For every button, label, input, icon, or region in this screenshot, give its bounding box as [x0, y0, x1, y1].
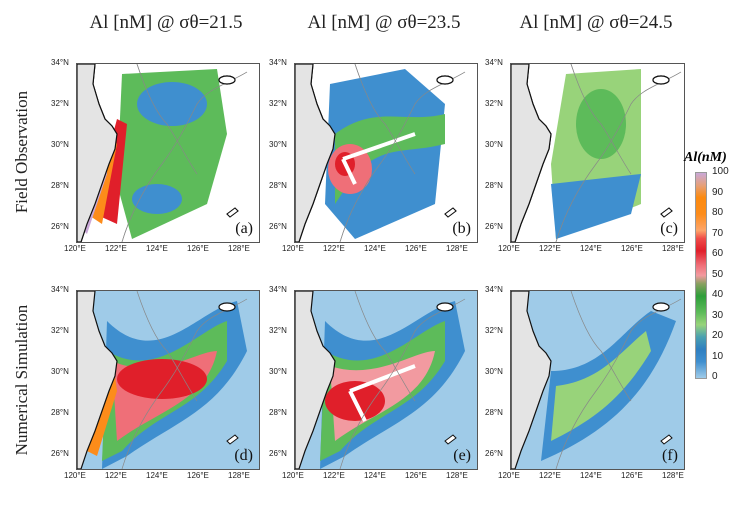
lon-tick-label: 126°E — [405, 471, 427, 480]
colorbar-tick: 80 — [712, 207, 724, 218]
lon-tick-label: 120°E — [64, 471, 86, 480]
lat-tick-label: 32°N — [269, 326, 287, 335]
map-panel-e: (e) — [294, 290, 478, 470]
lat-tick-label: 34°N — [485, 285, 503, 294]
lat-tick-label: 32°N — [51, 326, 69, 335]
lat-tick-label: 32°N — [485, 326, 503, 335]
lat-tick-label: 28°N — [51, 181, 69, 190]
title-sigma-24-5: Al [nM] @ σθ=24.5 — [519, 12, 673, 33]
lon-tick-label: 128°E — [662, 244, 684, 253]
panel-label: (c) — [660, 220, 678, 237]
lat-tick-label: 30°N — [485, 140, 503, 149]
lon-tick-label: 124°E — [364, 244, 386, 253]
lon-tick-label: 124°E — [146, 471, 168, 480]
lat-tick-label: 32°N — [51, 99, 69, 108]
colorbar-tick: 90 — [712, 186, 724, 198]
colorbar-tick: 20 — [712, 330, 724, 341]
colorbar — [695, 172, 707, 379]
lat-tick-label: 26°N — [269, 222, 287, 231]
lon-tick-label: 128°E — [446, 471, 468, 480]
lat-tick-label: 26°N — [269, 449, 287, 458]
lon-tick-label: 120°E — [282, 471, 304, 480]
lon-tick-label: 120°E — [498, 244, 520, 253]
lat-tick-label: 30°N — [51, 140, 69, 149]
lon-tick-label: 126°E — [621, 471, 643, 480]
lon-tick-label: 120°E — [282, 244, 304, 253]
lon-tick-label: 122°E — [323, 471, 345, 480]
map-panel-f: (f) — [510, 290, 685, 470]
colorbar-tick: 70 — [712, 227, 724, 239]
colorbar-tick: 0 — [712, 371, 718, 382]
lat-tick-label: 26°N — [51, 449, 69, 458]
lat-tick-label: 30°N — [51, 367, 69, 376]
lat-tick-label: 28°N — [51, 408, 69, 417]
lon-tick-label: 124°E — [364, 471, 386, 480]
lon-tick-label: 120°E — [498, 471, 520, 480]
row-label-simulation: Numerical Simulation — [12, 304, 31, 456]
title-sigma-23-5: Al [nM] @ σθ=23.5 — [307, 12, 461, 33]
lon-tick-label: 126°E — [621, 244, 643, 253]
lon-tick-label: 128°E — [228, 471, 250, 480]
map-panel-a: (a) — [76, 63, 260, 243]
colorbar-tick: 40 — [712, 289, 724, 300]
colorbar-tick: 10 — [712, 350, 724, 362]
lon-tick-label: 124°E — [146, 244, 168, 253]
row-label-field: Field Observation — [12, 90, 31, 214]
panel-label: (b) — [452, 220, 471, 237]
lat-tick-label: 32°N — [269, 99, 287, 108]
lon-tick-label: 128°E — [446, 244, 468, 253]
lon-tick-label: 124°E — [580, 244, 602, 253]
lon-tick-label: 122°E — [323, 244, 345, 253]
lat-tick-label: 34°N — [485, 58, 503, 67]
lon-tick-label: 126°E — [405, 244, 427, 253]
lon-tick-label: 126°E — [187, 244, 209, 253]
lat-tick-label: 26°N — [51, 222, 69, 231]
lon-tick-label: 122°E — [539, 244, 561, 253]
panel-label: (f) — [662, 447, 678, 464]
map-panel-b: (b) — [294, 63, 478, 243]
lat-tick-label: 28°N — [485, 181, 503, 190]
colorbar-tick: 30 — [712, 309, 724, 321]
panel-label: (d) — [234, 447, 253, 464]
lat-tick-label: 34°N — [51, 58, 69, 67]
lon-tick-label: 128°E — [228, 244, 250, 253]
lon-tick-label: 122°E — [105, 244, 127, 253]
lon-tick-label: 122°E — [105, 471, 127, 480]
panel-label: (a) — [235, 220, 253, 237]
lat-tick-label: 28°N — [485, 408, 503, 417]
panel-label: (e) — [453, 447, 471, 464]
lat-tick-label: 30°N — [485, 367, 503, 376]
lon-tick-label: 128°E — [662, 471, 684, 480]
title-sigma-21-5: Al [nM] @ σθ=21.5 — [89, 12, 243, 33]
colorbar-tick: 100 — [712, 166, 729, 177]
lon-tick-label: 126°E — [187, 471, 209, 480]
colorbar-tick: 60 — [712, 248, 724, 259]
lat-tick-label: 28°N — [269, 181, 287, 190]
lat-tick-label: 30°N — [269, 367, 287, 376]
lat-tick-label: 34°N — [51, 285, 69, 294]
lat-tick-label: 26°N — [485, 449, 503, 458]
lon-tick-label: 122°E — [539, 471, 561, 480]
lon-tick-label: 120°E — [64, 244, 86, 253]
lat-tick-label: 34°N — [269, 58, 287, 67]
colorbar-tick: 50 — [712, 268, 724, 280]
lat-tick-label: 26°N — [485, 222, 503, 231]
lat-tick-label: 32°N — [485, 99, 503, 108]
lat-tick-label: 28°N — [269, 408, 287, 417]
lat-tick-label: 30°N — [269, 140, 287, 149]
map-panel-d: (d) — [76, 290, 260, 470]
map-panel-c: (c) — [510, 63, 685, 243]
colorbar-title: Al(nM) — [684, 150, 727, 165]
lon-tick-label: 124°E — [580, 471, 602, 480]
lat-tick-label: 34°N — [269, 285, 287, 294]
